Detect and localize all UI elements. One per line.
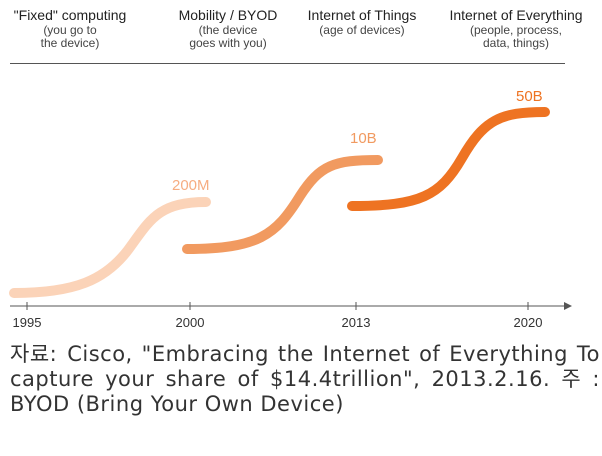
- era-subtitle: (you go to the device): [40, 22, 100, 51]
- timeline-arrowhead: [564, 302, 572, 310]
- era-title: Internet of Things: [307, 7, 417, 23]
- era-subtitle: (the device goes with you): [189, 22, 267, 51]
- growth-diagram: 200M 10B 50B 1995 2000 2013 2020: [9, 88, 572, 330]
- wave-mobility-byod: [182, 155, 383, 254]
- source-label: 자료:: [10, 342, 58, 366]
- era-internet-of-everything: Internet of Everything (people, process,…: [430, 7, 602, 51]
- source-note: 자료: Cisco, "Embracing the Internet of Ev…: [10, 342, 600, 418]
- wave-internet-of-things: [347, 107, 550, 211]
- era-title: "Fixed" computing: [13, 7, 127, 23]
- wave-label-10b: 10B: [350, 130, 377, 147]
- wave-fixed-computing: [9, 197, 211, 298]
- source-text: Cisco, "Embracing the Internet of Everyt…: [10, 342, 600, 417]
- era-title: Internet of Everything: [449, 7, 583, 23]
- era-subtitle: (age of devices): [319, 22, 405, 37]
- era-subtitle: (people, process, data, things): [469, 22, 563, 51]
- header-divider: [10, 63, 565, 64]
- wave-label-50b: 50B: [516, 88, 543, 105]
- era-title: Mobility / BYOD: [178, 7, 278, 23]
- year-label: 2020: [514, 315, 543, 330]
- wave-label-200m: 200M: [172, 177, 210, 194]
- year-label: 2013: [342, 315, 371, 330]
- year-label: 2000: [176, 315, 205, 330]
- year-label: 1995: [13, 315, 42, 330]
- era-internet-of-things: Internet of Things (age of devices): [296, 7, 428, 37]
- era-fixed-computing: "Fixed" computing (you go to the device): [0, 7, 140, 51]
- era-mobility-byod: Mobility / BYOD (the device goes with yo…: [165, 7, 291, 51]
